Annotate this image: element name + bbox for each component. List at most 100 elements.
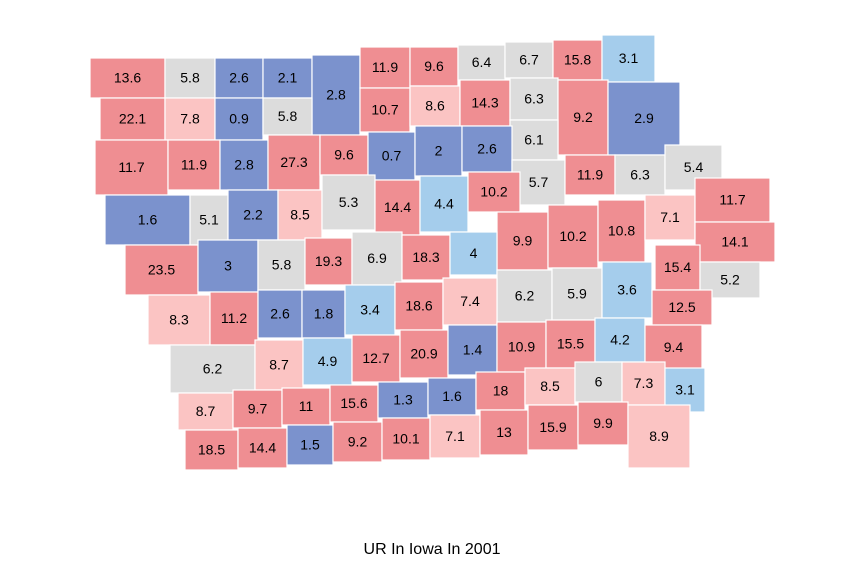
regions: 13.6 5.8 2.6 2.1 2.8 11.9 9.6 6.4 6.7 15.8 3.1 22.1… — [89, 34, 776, 471]
region-label: 11.7 — [118, 159, 144, 175]
region-label: 14.1 — [721, 234, 748, 250]
region — [442, 277, 498, 326]
region-label: 12.7 — [362, 350, 389, 366]
region-label: 2.6 — [477, 141, 497, 157]
region-label: 2.6 — [270, 306, 290, 322]
region-label: 20.9 — [410, 346, 437, 362]
region-label: 14.4 — [249, 440, 276, 456]
region — [607, 81, 681, 156]
region — [254, 339, 304, 391]
region-label: 11.2 — [221, 310, 247, 326]
region — [475, 371, 526, 411]
region — [419, 175, 469, 233]
region-label: 9.2 — [348, 434, 368, 450]
region — [374, 179, 421, 236]
region-label: 4.9 — [318, 353, 338, 369]
region — [545, 319, 596, 369]
region-label: 15.6 — [340, 395, 367, 411]
region-label: 9.7 — [248, 401, 268, 417]
region-label: 5.8 — [278, 108, 298, 124]
region-label: 10.9 — [508, 339, 535, 355]
region — [89, 57, 166, 99]
region — [381, 417, 431, 461]
region-label: 9.6 — [334, 147, 354, 163]
region-label: 10.2 — [559, 228, 586, 244]
region-label: 4.4 — [434, 196, 454, 212]
region-label: 15.5 — [557, 336, 584, 352]
region — [527, 404, 579, 451]
region — [511, 159, 566, 206]
region-label: 8.3 — [169, 312, 189, 328]
region-label: 6.3 — [524, 91, 544, 107]
region-label: 2.1 — [278, 70, 298, 86]
region — [319, 134, 369, 176]
region-label: 6 — [595, 374, 603, 390]
region — [447, 324, 498, 376]
region-label: 6.2 — [515, 288, 535, 304]
region-label: 18.3 — [412, 249, 439, 265]
region — [164, 57, 216, 99]
region-label: 6.7 — [519, 52, 539, 68]
region-label: 5.3 — [339, 194, 359, 210]
region-label: 10.8 — [608, 223, 635, 239]
region — [367, 131, 416, 181]
region-label: 23.5 — [148, 262, 175, 278]
region — [574, 361, 623, 403]
region-label: 18.5 — [198, 442, 225, 458]
region-label: 6.1 — [524, 132, 544, 148]
region — [359, 46, 411, 89]
region-label: 15.9 — [539, 419, 566, 435]
region-label: 19.3 — [315, 253, 342, 269]
region-label: 22.1 — [119, 111, 146, 127]
region — [99, 97, 166, 141]
region — [351, 334, 401, 383]
region — [344, 284, 396, 336]
region-label: 7.1 — [660, 209, 680, 225]
region-label: 6.3 — [630, 167, 650, 183]
region — [414, 125, 463, 177]
region — [577, 401, 629, 446]
region-label: 13 — [496, 424, 512, 440]
region — [359, 87, 411, 133]
region-label: 2.8 — [234, 157, 254, 173]
region-label: 11 — [299, 398, 314, 414]
region-label: 14.3 — [471, 95, 498, 111]
region — [694, 221, 776, 263]
region — [394, 281, 444, 331]
region — [214, 97, 264, 141]
region-label: 2.2 — [243, 207, 263, 223]
region — [329, 384, 379, 423]
region — [457, 44, 506, 81]
region-label: 2.9 — [634, 110, 654, 126]
region-label: 1.4 — [463, 342, 483, 358]
region-label: 8.5 — [290, 207, 310, 223]
region — [286, 424, 334, 466]
region-label: 3.1 — [619, 50, 639, 66]
region-label: 8.9 — [649, 428, 669, 444]
region — [479, 409, 529, 456]
region-label: 27.3 — [280, 154, 307, 170]
region-label: 5.9 — [567, 286, 587, 302]
region — [281, 387, 331, 426]
region — [237, 427, 288, 469]
region — [332, 421, 383, 463]
region-label: 5.4 — [684, 159, 704, 175]
region-label: 5.1 — [199, 212, 219, 228]
region — [461, 125, 513, 173]
region — [509, 119, 559, 161]
region — [257, 239, 306, 291]
region-label: 7.4 — [460, 293, 480, 309]
region — [552, 39, 603, 81]
region — [496, 321, 547, 373]
region — [621, 361, 666, 406]
region — [399, 329, 449, 379]
region-label: 1.8 — [314, 306, 334, 322]
region-label: 3 — [224, 258, 232, 274]
region — [459, 79, 511, 127]
region — [189, 194, 229, 246]
region-label: 15.4 — [664, 259, 691, 275]
region-label: 7.1 — [445, 428, 465, 444]
region — [601, 34, 656, 83]
